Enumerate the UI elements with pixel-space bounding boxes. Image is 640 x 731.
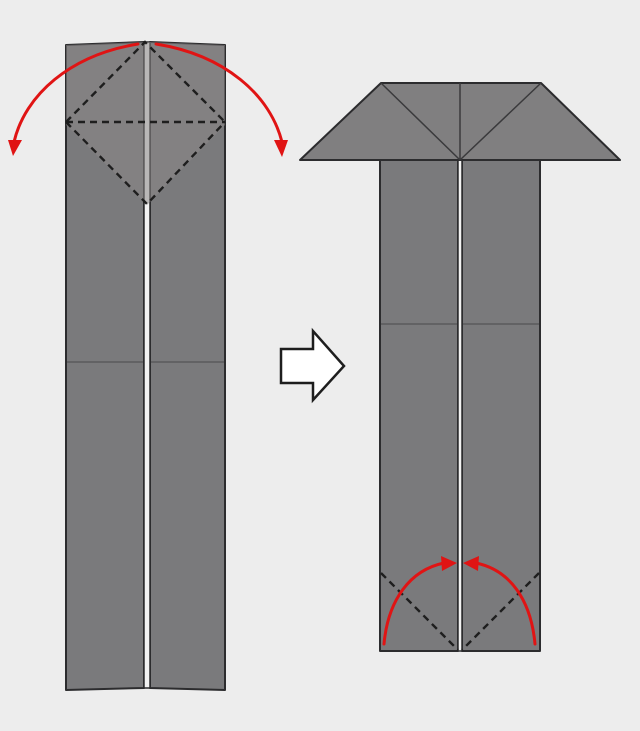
step-1-left-curved-arrow-icon: [12, 42, 140, 144]
step-2-center-gap: [457, 159, 463, 652]
step-2-cap-left-crease: [380, 82, 461, 161]
step-1-paper: [65, 40, 226, 691]
step-2-left-flap: [379, 159, 459, 652]
step-1-right-curved-arrow-icon: [154, 42, 284, 144]
step-2-right-curved-arrow-icon: [474, 561, 537, 646]
step-2-paper: [299, 82, 621, 652]
right-arrow-icon: [279, 327, 346, 404]
step-1-left-arrowhead-icon: [8, 140, 22, 156]
step-2-right-arrowhead-icon: [463, 556, 479, 571]
step-2-cap-right-crease: [459, 82, 542, 161]
step-1-upper-diamond-fold-line: [65, 40, 226, 123]
step-2-fold-arrows: [382, 556, 537, 646]
step-2-left-curved-arrow-icon: [382, 561, 446, 646]
step-1-lower-diamond-fold-line: [65, 121, 226, 206]
step-2-right-flap: [461, 159, 541, 652]
step-1-right-arrowhead-icon: [274, 140, 288, 157]
step-2-bottom-left-fold-line: [380, 572, 459, 651]
step-2-bottom-right-fold-line: [461, 572, 540, 651]
step-2-left-arrowhead-icon: [441, 556, 457, 571]
step-1-fold-arrows: [8, 42, 288, 157]
